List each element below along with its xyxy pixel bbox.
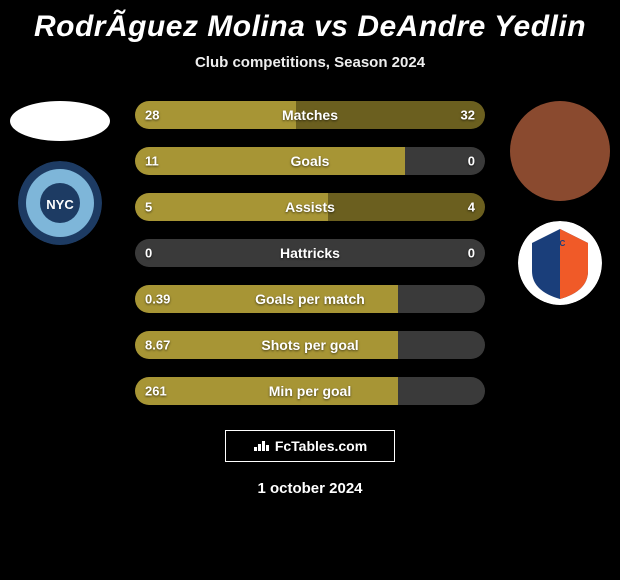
date-text: 1 october 2024 xyxy=(0,480,620,497)
stat-bar-left xyxy=(135,377,398,405)
stat-value-left: 261 xyxy=(145,384,167,399)
stat-label: Min per goal xyxy=(269,383,351,399)
stat-row: 8.67 Shots per goal xyxy=(135,331,485,359)
stat-row: 0 Hattricks 0 xyxy=(135,239,485,267)
footer-brand-text: FcTables.com xyxy=(275,438,367,454)
chart-icon xyxy=(253,438,271,455)
subtitle: Club competitions, Season 2024 xyxy=(0,54,620,71)
stat-value-left: 11 xyxy=(145,154,159,169)
stat-row: 0.39 Goals per match xyxy=(135,285,485,313)
stat-bar-empty xyxy=(398,377,486,405)
svg-text:FC: FC xyxy=(555,239,566,248)
stat-label: Shots per goal xyxy=(261,337,358,353)
right-club-badge: FC xyxy=(518,221,602,305)
stat-value-left: 0.39 xyxy=(145,292,170,307)
stat-bar-right xyxy=(328,193,486,221)
stat-row: 261 Min per goal xyxy=(135,377,485,405)
comparison-content: NYC FC 28 Matches 32 11 G xyxy=(0,101,620,405)
stat-label: Goals xyxy=(291,153,330,169)
stat-value-right: 4 xyxy=(468,200,475,215)
stat-value-left: 0 xyxy=(145,246,152,261)
stat-bar-left xyxy=(135,147,405,175)
right-player-avatar xyxy=(510,101,610,201)
stat-row: 5 Assists 4 xyxy=(135,193,485,221)
stats-list: 28 Matches 32 11 Goals 0 5 Assists 4 0 H… xyxy=(135,101,485,405)
stat-value-right: 0 xyxy=(468,154,475,169)
stat-bar-empty xyxy=(398,285,486,313)
svg-text:NYC: NYC xyxy=(46,197,74,212)
stat-label: Assists xyxy=(285,199,335,215)
cincinnati-badge-icon: FC xyxy=(518,221,602,305)
left-player-avatar xyxy=(10,101,110,141)
stat-bar-empty xyxy=(398,331,486,359)
page-title: RodrÃ­guez Molina vs DeAndre Yedlin xyxy=(0,0,620,44)
right-player-column: FC xyxy=(510,101,610,305)
left-club-badge: NYC xyxy=(18,161,102,245)
stat-label: Goals per match xyxy=(255,291,365,307)
stat-value-left: 8.67 xyxy=(145,338,170,353)
stat-value-right: 0 xyxy=(468,246,475,261)
left-player-column: NYC xyxy=(10,101,110,245)
nyc-badge-icon: NYC xyxy=(18,161,102,245)
stat-value-left: 5 xyxy=(145,200,152,215)
footer-brand-badge[interactable]: FcTables.com xyxy=(225,430,395,462)
stat-value-left: 28 xyxy=(145,108,159,123)
stat-label: Matches xyxy=(282,107,338,123)
stat-value-right: 32 xyxy=(461,108,475,123)
stat-row: 28 Matches 32 xyxy=(135,101,485,129)
stat-row: 11 Goals 0 xyxy=(135,147,485,175)
stat-label: Hattricks xyxy=(280,245,340,261)
